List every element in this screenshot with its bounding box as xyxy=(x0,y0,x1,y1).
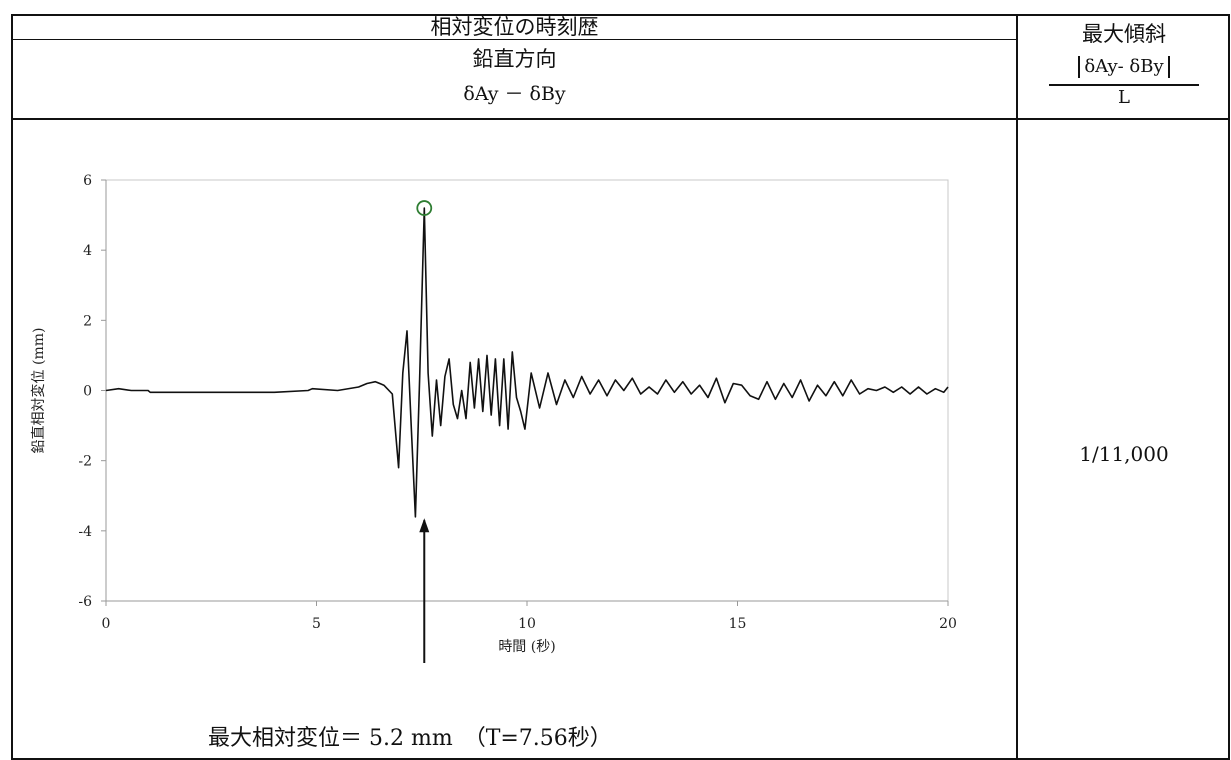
header-divider xyxy=(13,39,1016,40)
time-history-chart: -6 -4 -2 0 2 4 6 0 5 10 15 20 時間 (秒) 鉛直相対変位 (mm) xyxy=(30,173,957,663)
max-tilt-value: 1/11,000 xyxy=(1079,442,1169,466)
formula-denominator: L xyxy=(1118,87,1130,108)
tilt-formula: δAy- δBy L xyxy=(1018,56,1230,108)
y-tick-label: -6 xyxy=(78,594,92,610)
y-tick-label: 6 xyxy=(83,173,92,189)
fraction-bar xyxy=(1049,84,1199,86)
result-table: 相対変位の時刻歴 鉛直方向 δAy － δBy 最大傾斜 δAy- δBy L … xyxy=(11,14,1230,760)
displacement-expression: δAy － δBy xyxy=(463,83,566,105)
x-tick-label: 15 xyxy=(729,616,747,632)
table-title: 相対変位の時刻歴 xyxy=(430,15,599,39)
x-axis-label: 時間 (秒) xyxy=(498,639,555,655)
formula-numerator: δAy- δBy xyxy=(1078,56,1170,78)
y-tick-label: 0 xyxy=(83,384,92,400)
x-tick-label: 20 xyxy=(939,616,957,632)
header-bottom-divider xyxy=(13,118,1228,120)
y-tick-label: 4 xyxy=(83,243,92,259)
y-tick-label: -4 xyxy=(78,524,92,540)
y-tick-label: -2 xyxy=(78,454,92,470)
column-divider xyxy=(1016,16,1018,758)
y-tick-label: 2 xyxy=(83,313,92,329)
max-tilt-header: 最大傾斜 xyxy=(1082,22,1166,46)
series-line xyxy=(105,207,949,518)
max-displacement-result: 最大相対変位＝ 5.2 mm （T=7.56秒） xyxy=(208,726,612,751)
x-tick-label: 5 xyxy=(312,616,321,632)
x-tick-label: 10 xyxy=(518,616,536,632)
direction-label: 鉛直方向 xyxy=(472,47,557,71)
peak-marker xyxy=(416,200,433,216)
y-axis-label: 鉛直相対変位 (mm) xyxy=(30,328,47,454)
arrow-head xyxy=(419,518,430,533)
x-tick-label: 0 xyxy=(102,616,111,632)
